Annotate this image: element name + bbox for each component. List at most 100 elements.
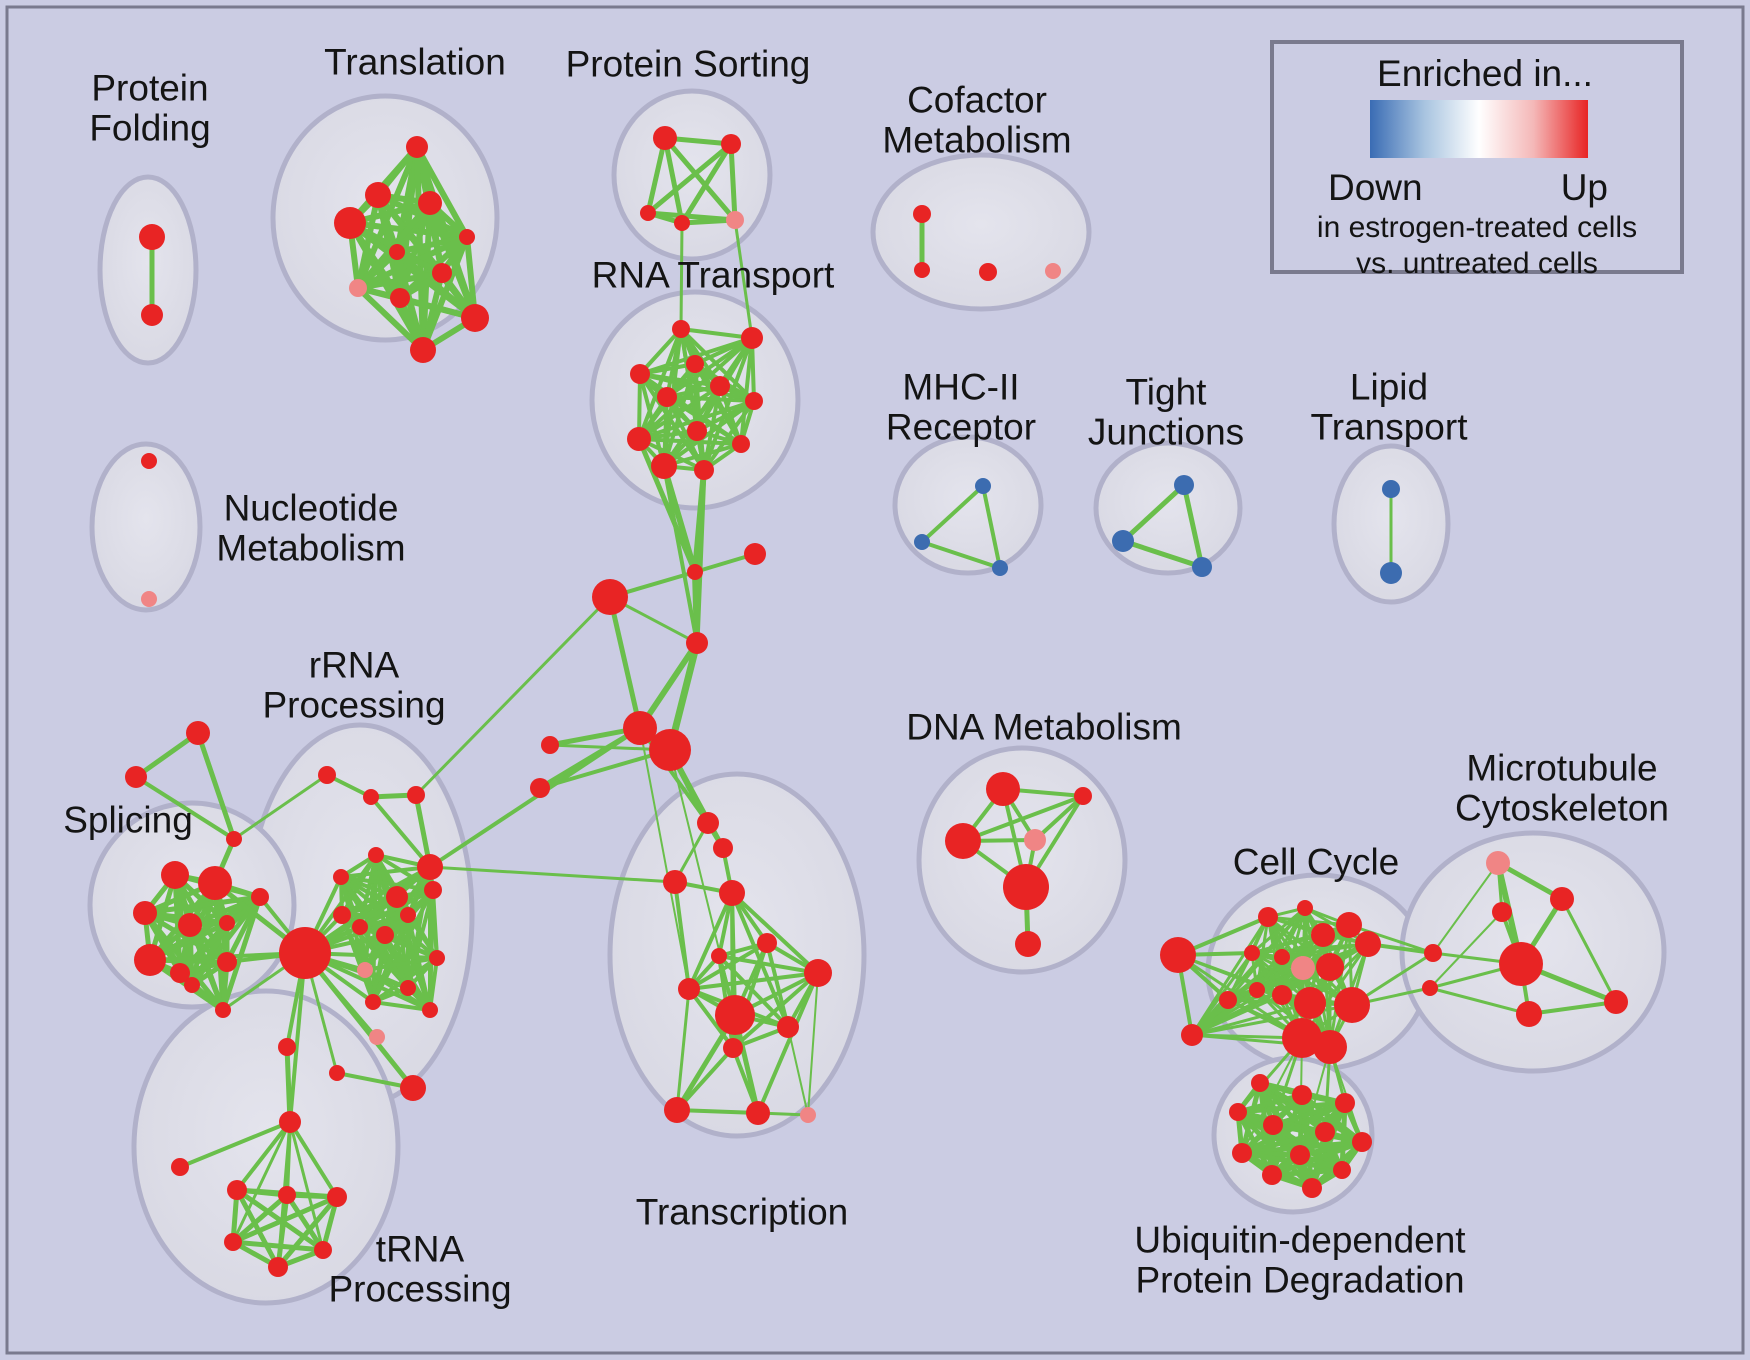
gene-set-node[interactable] bbox=[651, 453, 677, 479]
gene-set-node[interactable] bbox=[1486, 851, 1510, 875]
gene-set-node[interactable] bbox=[357, 962, 373, 978]
gene-set-node[interactable] bbox=[333, 906, 351, 924]
gene-set-node[interactable] bbox=[744, 543, 766, 565]
gene-set-node[interactable] bbox=[687, 564, 703, 580]
gene-set-node[interactable] bbox=[710, 376, 730, 396]
gene-set-node[interactable] bbox=[541, 736, 559, 754]
gene-set-node[interactable] bbox=[979, 263, 997, 281]
gene-set-node[interactable] bbox=[1313, 1030, 1347, 1064]
gene-set-node[interactable] bbox=[715, 995, 755, 1035]
gene-set-node[interactable] bbox=[1272, 985, 1292, 1005]
gene-set-node[interactable] bbox=[1422, 980, 1438, 996]
gene-set-node[interactable] bbox=[1263, 1115, 1283, 1135]
gene-set-node[interactable] bbox=[800, 1107, 816, 1123]
gene-set-node[interactable] bbox=[171, 1158, 189, 1176]
gene-set-node[interactable] bbox=[141, 591, 157, 607]
gene-set-node[interactable] bbox=[623, 711, 657, 745]
gene-set-node[interactable] bbox=[170, 963, 190, 983]
gene-set-node[interactable] bbox=[657, 387, 677, 407]
gene-set-node[interactable] bbox=[678, 978, 700, 1000]
gene-set-node[interactable] bbox=[1232, 1143, 1252, 1163]
gene-set-node[interactable] bbox=[1352, 1132, 1372, 1152]
gene-set-node[interactable] bbox=[732, 435, 750, 453]
gene-set-node[interactable] bbox=[363, 789, 379, 805]
gene-set-node[interactable] bbox=[369, 1029, 385, 1045]
gene-set-node[interactable] bbox=[1192, 557, 1212, 577]
gene-set-node[interactable] bbox=[804, 959, 832, 987]
gene-set-node[interactable] bbox=[741, 327, 763, 349]
gene-set-node[interactable] bbox=[1174, 475, 1194, 495]
gene-set-node[interactable] bbox=[134, 944, 166, 976]
gene-set-node[interactable] bbox=[640, 205, 656, 221]
gene-set-node[interactable] bbox=[992, 560, 1008, 576]
gene-set-node[interactable] bbox=[314, 1241, 332, 1259]
gene-set-node[interactable] bbox=[161, 861, 189, 889]
gene-set-node[interactable] bbox=[726, 211, 744, 229]
gene-set-node[interactable] bbox=[279, 927, 331, 979]
gene-set-node[interactable] bbox=[1294, 987, 1326, 1019]
gene-set-node[interactable] bbox=[1336, 912, 1362, 938]
gene-set-node[interactable] bbox=[386, 886, 408, 908]
gene-set-node[interactable] bbox=[1333, 1161, 1351, 1179]
gene-set-node[interactable] bbox=[376, 926, 394, 944]
gene-set-node[interactable] bbox=[630, 364, 650, 384]
gene-set-node[interactable] bbox=[913, 205, 931, 223]
gene-set-node[interactable] bbox=[1380, 562, 1402, 584]
gene-set-node[interactable] bbox=[592, 579, 628, 615]
gene-set-node[interactable] bbox=[461, 304, 489, 332]
gene-set-node[interactable] bbox=[333, 869, 349, 885]
gene-set-node[interactable] bbox=[1291, 956, 1315, 980]
gene-set-node[interactable] bbox=[745, 392, 763, 410]
gene-set-node[interactable] bbox=[1282, 1018, 1322, 1058]
gene-set-node[interactable] bbox=[133, 901, 157, 925]
gene-set-node[interactable] bbox=[663, 870, 687, 894]
gene-set-node[interactable] bbox=[227, 1180, 247, 1200]
gene-set-node[interactable] bbox=[746, 1101, 770, 1125]
gene-set-node[interactable] bbox=[217, 952, 237, 972]
gene-set-node[interactable] bbox=[215, 1002, 231, 1018]
gene-set-node[interactable] bbox=[1297, 900, 1313, 916]
gene-set-node[interactable] bbox=[186, 721, 210, 745]
gene-set-node[interactable] bbox=[1258, 907, 1278, 927]
gene-set-node[interactable] bbox=[226, 831, 242, 847]
gene-set-node[interactable] bbox=[1316, 953, 1344, 981]
gene-set-node[interactable] bbox=[1112, 530, 1134, 552]
gene-set-node[interactable] bbox=[1311, 923, 1335, 947]
gene-set-node[interactable] bbox=[400, 1075, 426, 1101]
gene-set-node[interactable] bbox=[721, 134, 741, 154]
gene-set-node[interactable] bbox=[627, 427, 651, 451]
gene-set-node[interactable] bbox=[219, 915, 235, 931]
gene-set-node[interactable] bbox=[318, 766, 336, 784]
gene-set-node[interactable] bbox=[975, 478, 991, 494]
gene-set-node[interactable] bbox=[914, 262, 930, 278]
gene-set-node[interactable] bbox=[365, 994, 381, 1010]
gene-set-node[interactable] bbox=[278, 1186, 296, 1204]
gene-set-node[interactable] bbox=[251, 888, 269, 906]
gene-set-node[interactable] bbox=[400, 980, 416, 996]
gene-set-node[interactable] bbox=[1229, 1103, 1247, 1121]
gene-set-node[interactable] bbox=[417, 854, 443, 880]
gene-set-node[interactable] bbox=[400, 907, 416, 923]
gene-set-node[interactable] bbox=[1516, 1001, 1542, 1027]
gene-set-node[interactable] bbox=[711, 948, 727, 964]
gene-set-node[interactable] bbox=[719, 880, 745, 906]
gene-set-node[interactable] bbox=[327, 1187, 347, 1207]
gene-set-node[interactable] bbox=[1550, 887, 1574, 911]
gene-set-node[interactable] bbox=[664, 1097, 690, 1123]
gene-set-node[interactable] bbox=[268, 1257, 288, 1277]
gene-set-node[interactable] bbox=[713, 838, 733, 858]
gene-set-node[interactable] bbox=[672, 320, 690, 338]
gene-set-node[interactable] bbox=[329, 1065, 345, 1081]
gene-set-node[interactable] bbox=[365, 182, 391, 208]
gene-set-node[interactable] bbox=[184, 977, 200, 993]
gene-set-node[interactable] bbox=[278, 1038, 296, 1056]
gene-set-node[interactable] bbox=[1015, 931, 1041, 957]
gene-set-node[interactable] bbox=[422, 1002, 438, 1018]
gene-set-node[interactable] bbox=[125, 766, 147, 788]
gene-set-node[interactable] bbox=[686, 632, 708, 654]
gene-set-node[interactable] bbox=[723, 1038, 743, 1058]
gene-set-node[interactable] bbox=[697, 812, 719, 834]
gene-set-node[interactable] bbox=[389, 244, 405, 260]
gene-set-node[interactable] bbox=[1292, 1085, 1312, 1105]
gene-set-node[interactable] bbox=[1492, 902, 1512, 922]
